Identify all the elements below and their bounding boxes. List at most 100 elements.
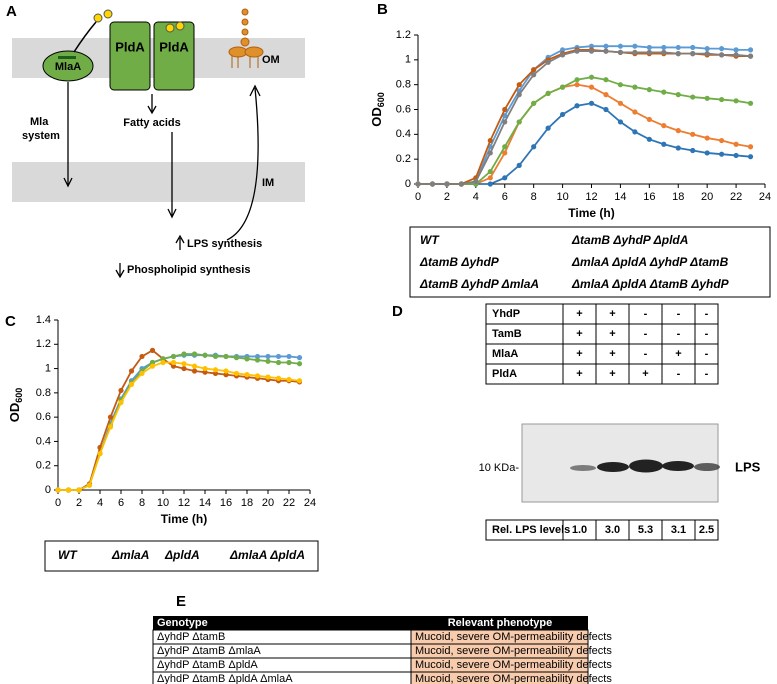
table-cell: - — [677, 308, 681, 320]
data-point — [747, 53, 754, 59]
levels-row — [485, 519, 719, 541]
data-point — [223, 353, 229, 360]
protein-label: MlaA — [55, 61, 81, 73]
data-point — [690, 147, 696, 154]
table-cell: + — [576, 328, 582, 340]
data-point — [747, 154, 754, 160]
legend-entry: ΔtamB ΔyhdP ΔmlaA — [419, 277, 539, 291]
data-point — [704, 46, 710, 52]
data-point — [617, 49, 624, 55]
protein-label: PldA — [159, 39, 189, 54]
data-point — [559, 47, 566, 53]
data-point — [128, 368, 135, 374]
data-point — [719, 46, 725, 52]
x-tick-label: 18 — [672, 191, 684, 203]
table-row — [485, 343, 719, 365]
data-point — [444, 181, 450, 187]
data-point — [191, 351, 198, 357]
y-tick-label: 0.2 — [36, 460, 51, 472]
data-point — [275, 353, 282, 360]
plda-protein — [109, 21, 151, 91]
table-cell: - — [644, 328, 648, 340]
pathway-label: LPS synthesis — [187, 238, 262, 250]
data-point — [588, 84, 595, 90]
data-point — [516, 119, 522, 125]
data-point — [574, 82, 580, 88]
data-point — [747, 100, 754, 106]
y-tick-label: 0.6 — [396, 103, 411, 115]
series-line — [418, 102, 751, 185]
size-marker: 10 KDa- — [479, 462, 520, 474]
x-tick-label: 22 — [730, 191, 742, 203]
column-header: Relevant phenotype — [448, 617, 553, 629]
data-point — [704, 95, 710, 101]
x-tick-label: 12 — [178, 497, 190, 509]
data-point — [202, 369, 208, 375]
y-tick-label: 0 — [405, 178, 411, 190]
data-point — [487, 150, 493, 156]
genotype: ΔyhdP ΔtamB ΔpldA — [157, 659, 258, 671]
data-point — [661, 44, 667, 51]
data-point — [617, 119, 624, 125]
genotype: ΔyhdP ΔtamB — [157, 631, 225, 643]
series-line — [418, 50, 751, 185]
data-point — [574, 103, 580, 109]
x-tick-label: 10 — [556, 191, 568, 203]
data-point — [574, 48, 580, 54]
data-point — [286, 353, 292, 360]
table-cell — [410, 671, 589, 684]
x-tick-label: 20 — [262, 497, 274, 509]
data-point — [531, 100, 537, 106]
data-point — [588, 100, 595, 106]
data-point — [458, 181, 464, 187]
data-point — [632, 43, 638, 49]
legend-box — [409, 226, 771, 298]
data-point — [296, 378, 303, 384]
data-point — [170, 359, 177, 366]
data-point — [107, 414, 114, 420]
data-point — [473, 178, 479, 185]
x-tick-label: 2 — [76, 497, 82, 509]
data-point — [502, 175, 508, 181]
table-cell: - — [644, 348, 648, 360]
x-tick-label: 4 — [473, 191, 479, 203]
level-value: 3.0 — [605, 524, 620, 536]
data-point — [202, 365, 208, 372]
x-tick-label: 2 — [444, 191, 450, 203]
data-point — [588, 74, 595, 80]
data-point — [487, 168, 493, 175]
table-header — [153, 616, 588, 630]
data-point — [233, 370, 240, 377]
data-point — [646, 87, 652, 93]
data-point — [160, 359, 166, 366]
y-axis-label-main: OD — [369, 107, 384, 127]
data-point — [675, 44, 681, 51]
data-point — [286, 359, 292, 366]
x-tick-label: 24 — [759, 191, 771, 203]
mlaa-mark — [58, 56, 76, 59]
data-point — [588, 43, 595, 49]
x-tick-label: 14 — [614, 191, 626, 203]
x-tick-label: 6 — [118, 497, 124, 509]
table-cell: + — [609, 308, 615, 320]
x-tick-label: 8 — [139, 497, 145, 509]
band-label: LPS — [735, 459, 761, 474]
data-point — [233, 355, 240, 361]
table-cell: - — [677, 368, 681, 380]
x-tick-label: 4 — [97, 497, 103, 509]
table-cell: - — [677, 328, 681, 340]
level-value: 5.3 — [638, 524, 653, 536]
membrane-label: OM — [262, 54, 280, 66]
y-tick-label: 0.6 — [36, 411, 51, 423]
x-tick-label: 0 — [415, 191, 421, 203]
data-point — [296, 361, 303, 367]
y-tick-label: 0.2 — [396, 153, 411, 165]
x-tick-label: 8 — [531, 191, 537, 203]
data-point — [181, 361, 187, 367]
data-point — [149, 347, 156, 353]
data-point — [733, 52, 739, 58]
data-point — [212, 370, 219, 377]
table-cell: + — [675, 348, 681, 360]
data-point — [675, 128, 681, 134]
data-point — [531, 144, 537, 150]
